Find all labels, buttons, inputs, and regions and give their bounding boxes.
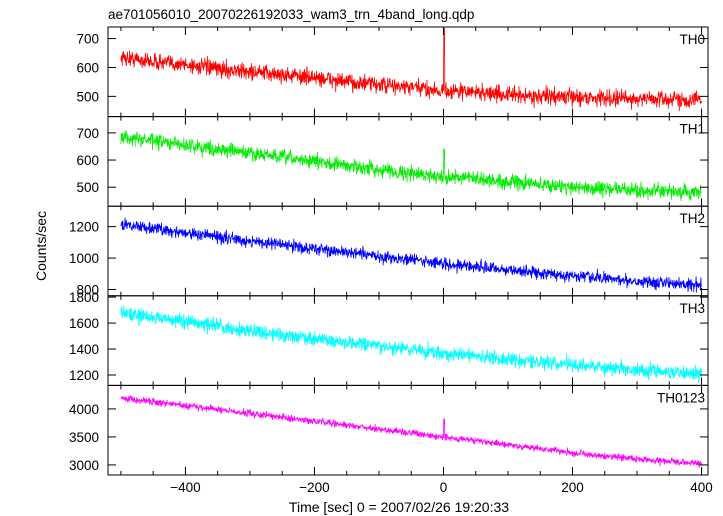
panel-label-th0123: TH0123	[657, 390, 705, 405]
x-axis-label: Time [sec] 0 = 2007/02/26 19:20:33	[289, 499, 509, 515]
x-tick-label: −200	[299, 480, 329, 495]
panel-frame	[107, 384, 709, 476]
panel-label-th0: TH0	[679, 32, 705, 47]
x-tick-label: 0	[440, 480, 448, 495]
panel-label-th2: TH2	[679, 211, 705, 226]
panel-th2: 800 1000 1200 TH2	[69, 205, 709, 298]
series-line-th0123	[120, 395, 702, 468]
x-tick-label: 400	[690, 480, 713, 495]
y-tick-label: 1000	[69, 251, 99, 266]
series-line-th1	[120, 130, 702, 201]
y-tick-label: 1800	[69, 290, 99, 305]
x-tick-label: 200	[561, 480, 584, 495]
panel-frame	[107, 295, 709, 386]
y-tick-label: 500	[76, 180, 99, 195]
chart-title: ae701056010_20070226192033_wam3_trn_4ban…	[108, 7, 474, 22]
x-axis-ticks: −400 −200 0 200 400	[170, 480, 713, 495]
panel-label-th3: TH3	[679, 301, 705, 316]
series-line-th0	[120, 28, 702, 112]
panel-frame	[107, 205, 709, 297]
y-axis-label: Counts/sec	[33, 211, 49, 281]
panels: 500 600 700 TH0 500 600 700 TH1 800 1000 1200 TH2 12…	[69, 26, 709, 476]
y-tick-label: 600	[76, 60, 99, 75]
x-tick-label: −400	[170, 480, 200, 495]
panel-label-th1: TH1	[679, 122, 705, 137]
y-tick-label: 800	[76, 283, 99, 298]
panel-th0: 500 600 700 TH0	[76, 26, 709, 118]
y-tick-label: 500	[76, 89, 99, 104]
y-tick-label: 3500	[69, 430, 99, 445]
y-tick-label: 1200	[69, 220, 99, 235]
series-line-th2	[120, 217, 702, 293]
panel-th1: 500 600 700 TH1	[76, 116, 709, 207]
y-tick-label: 3000	[69, 458, 99, 473]
y-tick-label: 4000	[69, 402, 99, 417]
panel-th0123: 3000 3500 4000 TH0123	[69, 384, 709, 476]
y-tick-label: 1400	[69, 342, 99, 357]
panel-th3: 1200 1400 1600 1800 TH3	[69, 290, 709, 386]
y-tick-label: 1200	[69, 368, 99, 383]
y-tick-label: 1600	[69, 316, 99, 331]
series-line-th3	[120, 305, 702, 383]
y-tick-label: 700	[76, 126, 99, 141]
y-tick-label: 700	[76, 32, 99, 47]
y-tick-label: 600	[76, 153, 99, 168]
